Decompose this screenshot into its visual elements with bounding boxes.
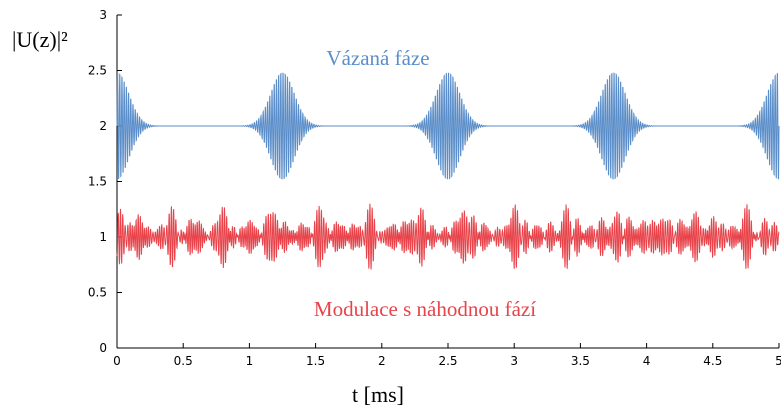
y-tick-label: 1.5 [88,175,107,189]
y-axis-label: |U(z)|² [12,27,68,52]
x-tick-label: 0 [113,354,121,368]
x-tick-label: 2.5 [438,354,457,368]
series-line-random-phase [116,203,780,270]
x-tick-label: 4.5 [703,354,722,368]
x-tick-label: 1.5 [306,354,325,368]
x-tick-label: 4 [643,354,651,368]
y-tick-label: 2 [99,119,107,133]
x-tick-label: 1 [246,354,254,368]
x-tick-label: 0.5 [174,354,193,368]
y-tick-label: 0 [99,341,107,355]
x-tick-label: 2 [378,354,386,368]
x-axis-label: t [ms] [352,382,404,407]
y-tick-label: 1 [99,230,107,244]
y-tick-label: 2.5 [88,64,107,78]
x-tick-label: 3 [510,354,518,368]
x-tick-label: 5 [775,354,781,368]
y-tick-label: 0.5 [88,286,107,300]
series-label-locked-phase: Vázaná fáze [326,46,429,70]
series-layer [116,72,780,270]
y-tick-label: 3 [99,8,107,22]
series-label-random-phase: Modulace s náhodnou fází [314,297,536,321]
x-tick-label: 3.5 [571,354,590,368]
series-line-locked-phase [116,72,780,180]
axes: 0 0.5 1 1.5 2 2.5 3 3.5 4 4.5 5 0 0.5 1 1.5 2 2.5 3 [88,8,781,368]
